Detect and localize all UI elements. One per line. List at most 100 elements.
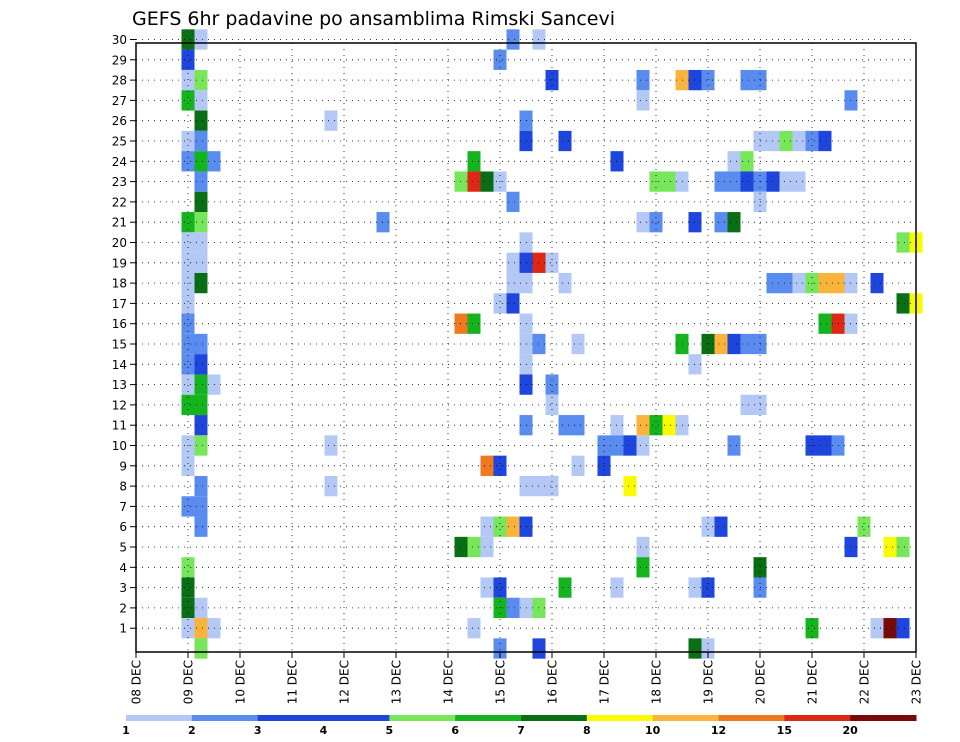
heat-cell [194,130,208,152]
legend-label: 15 [777,724,792,737]
legend-swatch [586,715,654,721]
x-tick-label: 12 DEC [338,660,352,704]
heat-cell [779,130,793,152]
legend-label: 12 [711,724,726,737]
legend-label: 7 [517,724,525,737]
heat-cell [636,557,650,578]
x-tick-label: 09 DEC [182,660,196,704]
heat-cell [532,638,546,659]
heat-cell [194,374,208,395]
heat-cell [181,496,195,517]
heat-cell [701,577,715,598]
y-tick-label: 26 [112,114,127,128]
heat-cell [545,69,559,91]
heat-cell [194,171,208,192]
y-tick-label: 15 [112,338,127,352]
y-tick-label: 12 [112,398,127,412]
heat-cell [194,516,208,537]
heat-cell [714,171,728,192]
y-tick-label: 13 [112,378,127,392]
y-tick-label: 20 [112,236,127,250]
heat-cell [662,415,676,436]
heat-cell [870,272,884,294]
heat-cell [571,333,585,355]
heat-cell [181,130,195,152]
heat-cell [714,212,728,233]
heat-cell [623,435,637,456]
y-tick-label: 29 [112,53,127,67]
heat-cell [506,293,520,314]
heat-cell [636,415,650,436]
heat-cell [467,171,481,192]
x-tick-label: 20 DEC [754,660,768,704]
heat-cell [792,272,806,294]
grid-layer [136,39,916,652]
x-tick-label: 14 DEC [442,660,456,704]
heat-cell [194,232,208,253]
heat-cell [493,49,507,70]
y-tick-label: 30 [112,33,127,47]
heat-cell [181,90,195,111]
heat-cell [714,516,728,537]
heat-cell [480,577,494,598]
heat-cell [493,293,507,314]
legend-swatch [784,715,851,721]
heat-cell [181,557,195,578]
heat-cell [727,151,741,172]
y-tick-label: 23 [112,175,127,189]
heat-cell [480,455,494,476]
heat-cell [779,171,793,192]
y-tick-label: 10 [112,439,127,453]
heat-cell [506,272,520,294]
x-tick-label: 23 DEC [910,660,924,704]
heat-cell [623,475,637,497]
heat-cell [194,496,208,517]
heat-cell [181,151,195,172]
legend-label: 4 [320,724,328,737]
heat-cell [870,618,884,639]
heat-cell [740,333,754,355]
heat-cell [636,212,650,233]
heat-cell [324,110,338,131]
heat-cell [194,272,208,294]
legend-label: 1 [122,724,130,737]
heat-cell [181,577,195,598]
heat-cell [688,638,702,659]
y-tick-label: 18 [112,277,127,291]
heat-cell [727,333,741,355]
heat-cell [194,252,208,273]
heat-cell [558,130,572,152]
x-tick-label: 13 DEC [390,660,404,704]
heat-cell [467,151,481,172]
legend-swatch [126,715,193,721]
heat-cell [194,212,208,233]
heat-cell [662,171,676,192]
heat-cell [701,69,715,91]
heat-cell [649,212,663,233]
x-tick-label: 19 DEC [702,660,716,704]
heat-cell [636,90,650,111]
y-tick-label: 24 [112,155,127,169]
heat-cell [701,638,715,659]
heat-cell [558,415,572,436]
heat-cell [740,151,754,172]
heat-cell [779,272,793,294]
heat-cell [480,171,494,192]
heat-cell [194,435,208,456]
heat-cell [636,435,650,456]
heat-cell [480,536,494,558]
heat-cell [714,333,728,355]
heat-cell [558,272,572,294]
heat-cell [818,130,832,152]
heat-cell [506,597,520,619]
heat-cell [480,516,494,537]
x-tick-label: 21 DEC [806,660,820,704]
heat-cell [194,415,208,436]
heat-cell [792,171,806,192]
heat-cell [181,49,195,70]
legend-swatch [521,715,588,721]
heat-cell [727,435,741,456]
y-tick-label: 17 [112,297,127,311]
heat-cell [883,618,897,639]
